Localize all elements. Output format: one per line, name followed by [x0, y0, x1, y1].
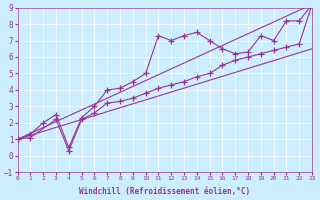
X-axis label: Windchill (Refroidissement éolien,°C): Windchill (Refroidissement éolien,°C) [79, 187, 250, 196]
